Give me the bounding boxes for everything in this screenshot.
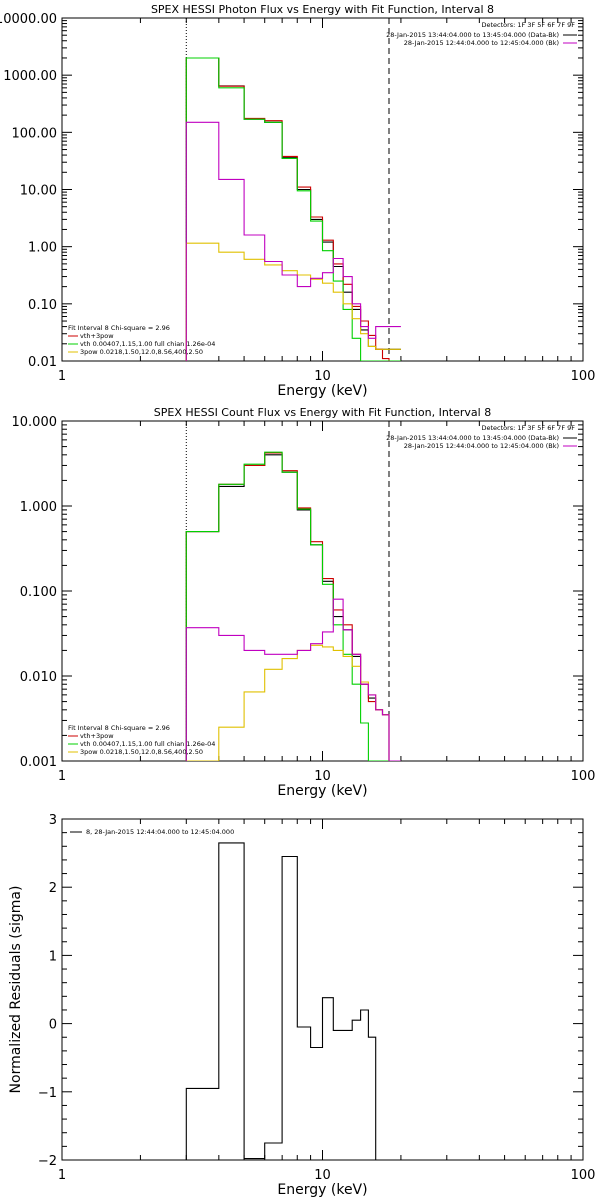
y-tick-label: 1 (49, 949, 57, 964)
legend-label: 28-Jan-2015 12:44:04.000 to 12:45:04.000… (404, 39, 559, 47)
detectors-text: Detectors: 1F 3F 5F 6F 7F 9F (481, 21, 575, 29)
legend-label: 8, 28-Jan-2015 12:44:04.000 to 12:45:04.… (86, 828, 234, 836)
y-tick-label: 100.00 (12, 126, 58, 141)
x-tick-label: 10 (314, 369, 331, 384)
chart-2: SPEX HESSI Count Flux vs Energy with Fit… (12, 406, 596, 799)
y-tick-label: 0.100 (20, 585, 57, 600)
y-tick-label: 10000.00 (0, 12, 57, 27)
data-area (185, 451, 401, 761)
legend-label: vth+3pow (80, 732, 114, 740)
plot-frame (61, 17, 584, 362)
chart-1: SPEX HESSI Photon Flux vs Energy with Fi… (0, 3, 595, 399)
series-residuals (185, 842, 389, 1160)
x-axis-label: Energy (keV) (277, 383, 367, 399)
y-tick-label: 0.10 (28, 298, 57, 313)
series-vth (185, 57, 401, 361)
series-bk (185, 121, 401, 361)
series-vth (185, 451, 401, 761)
y-tick-label: 0.010 (20, 670, 57, 685)
legend-label: 3pow 0.0218,1.50,12.0,8.56,400,2.50 (80, 348, 203, 356)
y-tick-label: 0.01 (28, 355, 57, 370)
x-tick-label: 1 (58, 1168, 66, 1183)
y-tick-label: 1.00 (28, 241, 57, 256)
detectors-text: Detectors: 1F 3F 5F 6F 7F 9F (481, 424, 575, 432)
legend-label: vth 0.00407,1.15,1.00 full chian 1.26e-0… (80, 340, 215, 348)
legend-label: vth+3pow (80, 332, 114, 340)
x-tick-label: 1 (58, 769, 66, 784)
x-tick-label: 100 (571, 1168, 596, 1183)
data-area (185, 57, 401, 361)
series-data-bk (185, 57, 401, 361)
x-tick-label: 10 (314, 769, 331, 784)
x-tick-label: 10 (314, 1168, 331, 1183)
legend-label: Fit Interval 8 Chi-square = 2.96 (68, 724, 170, 732)
x-tick-label: 1 (58, 369, 66, 384)
y-tick-label: 10.00 (20, 184, 57, 199)
data-area (185, 842, 389, 1160)
y-tick-label: 3 (49, 813, 57, 828)
series-bk (185, 598, 401, 761)
plot-frame (61, 420, 584, 762)
y-tick-label: −1 (38, 1086, 57, 1101)
chart-title: SPEX HESSI Photon Flux vs Energy with Fi… (151, 3, 494, 16)
y-tick-label: 1.000 (20, 500, 57, 515)
legend-label: Fit Interval 8 Chi-square = 2.96 (68, 324, 170, 332)
x-tick-label: 100 (571, 369, 596, 384)
legend-label: vth 0.00407,1.15,1.00 full chian 1.26e-0… (80, 740, 215, 748)
y-tick-label: −2 (38, 1154, 57, 1169)
legend-label: 28-Jan-2015 13:44:04.000 to 13:45:04.000… (386, 31, 559, 39)
chart-title: SPEX HESSI Count Flux vs Energy with Fit… (154, 406, 491, 419)
x-axis-label: Energy (keV) (277, 783, 367, 799)
series-vth-3pow (185, 57, 401, 361)
y-axis-label: Normalized Residuals (sigma) (8, 886, 24, 1094)
legend-label: 3pow 0.0218,1.50,12.0,8.56,400,2.50 (80, 748, 203, 756)
y-tick-label: 0 (49, 1018, 57, 1033)
x-axis-label: Energy (keV) (277, 1182, 367, 1198)
y-tick-label: 10.000 (12, 415, 58, 430)
x-tick-label: 100 (571, 769, 596, 784)
plot-frame (61, 818, 584, 1161)
legend-label: 28-Jan-2015 13:44:04.000 to 13:45:04.000… (386, 434, 559, 442)
legend-label: 28-Jan-2015 12:44:04.000 to 12:45:04.000… (404, 442, 559, 450)
y-tick-label: 0.001 (20, 755, 57, 770)
series-3pow (185, 242, 401, 361)
y-tick-label: 1000.00 (3, 69, 57, 84)
y-tick-label: 2 (49, 881, 57, 896)
